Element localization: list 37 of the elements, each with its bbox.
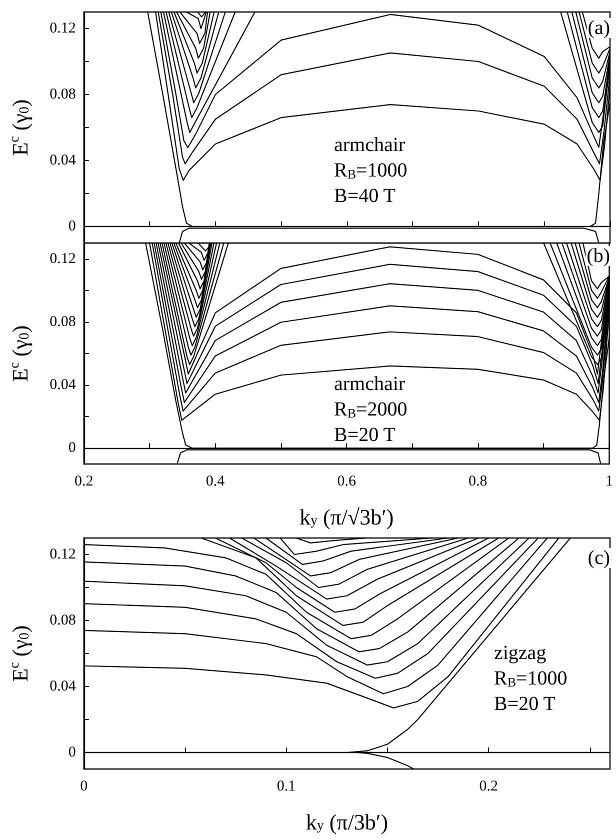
x-tick-label: 0.2 — [74, 474, 94, 490]
annotation: (b) — [586, 245, 610, 267]
y-axis-title: Ec (γ0) — [7, 325, 32, 382]
y-tick-label: 0.08 — [50, 314, 76, 330]
y-tick-label: 0.08 — [50, 612, 76, 628]
annotation: (a) — [588, 17, 610, 39]
annotation: B=40 T — [334, 185, 396, 207]
y-tick-label: 0.12 — [50, 20, 76, 36]
x-tick-label: 0.1 — [276, 778, 296, 794]
annotation: (c) — [588, 547, 610, 569]
y-tick-label: 0.08 — [50, 86, 76, 102]
y-tick-label: 0.04 — [50, 377, 76, 394]
x-axis-title: ky (π/√3b′) — [299, 504, 394, 530]
annotation: armchair — [334, 134, 406, 156]
y-axis-title: Ec (γ0) — [7, 625, 32, 682]
annotation: RB=1000 — [334, 160, 408, 182]
y-tick-label: 0 — [68, 218, 76, 234]
annotation: armchair — [334, 373, 406, 395]
x-tick-label: 0 — [80, 778, 88, 794]
annotation: B=20 T — [494, 693, 556, 715]
x-tick-label: 0.6 — [337, 474, 356, 490]
y-tick-label: 0.04 — [50, 152, 76, 168]
annotation: RB=2000 — [334, 398, 408, 420]
x-tick-label: 1 — [606, 474, 613, 490]
y-tick-label: 0 — [68, 744, 76, 760]
annotation: zigzag — [494, 642, 546, 664]
y-axis-title: Ec (γ0) — [7, 99, 32, 156]
x-tick-label: 0.4 — [206, 474, 226, 490]
y-tick-label: 0.04 — [50, 678, 76, 694]
annotation: B=20 T — [334, 424, 396, 446]
x-tick-label: 0.8 — [468, 474, 488, 490]
y-tick-label: 0.12 — [50, 250, 76, 267]
x-tick-label: 0.2 — [479, 778, 498, 794]
annotation: RB=1000 — [494, 668, 568, 690]
x-axis-title: ky (π/3b′) — [306, 810, 388, 834]
y-tick-label: 0.12 — [50, 546, 76, 562]
y-tick-label: 0 — [68, 440, 76, 456]
